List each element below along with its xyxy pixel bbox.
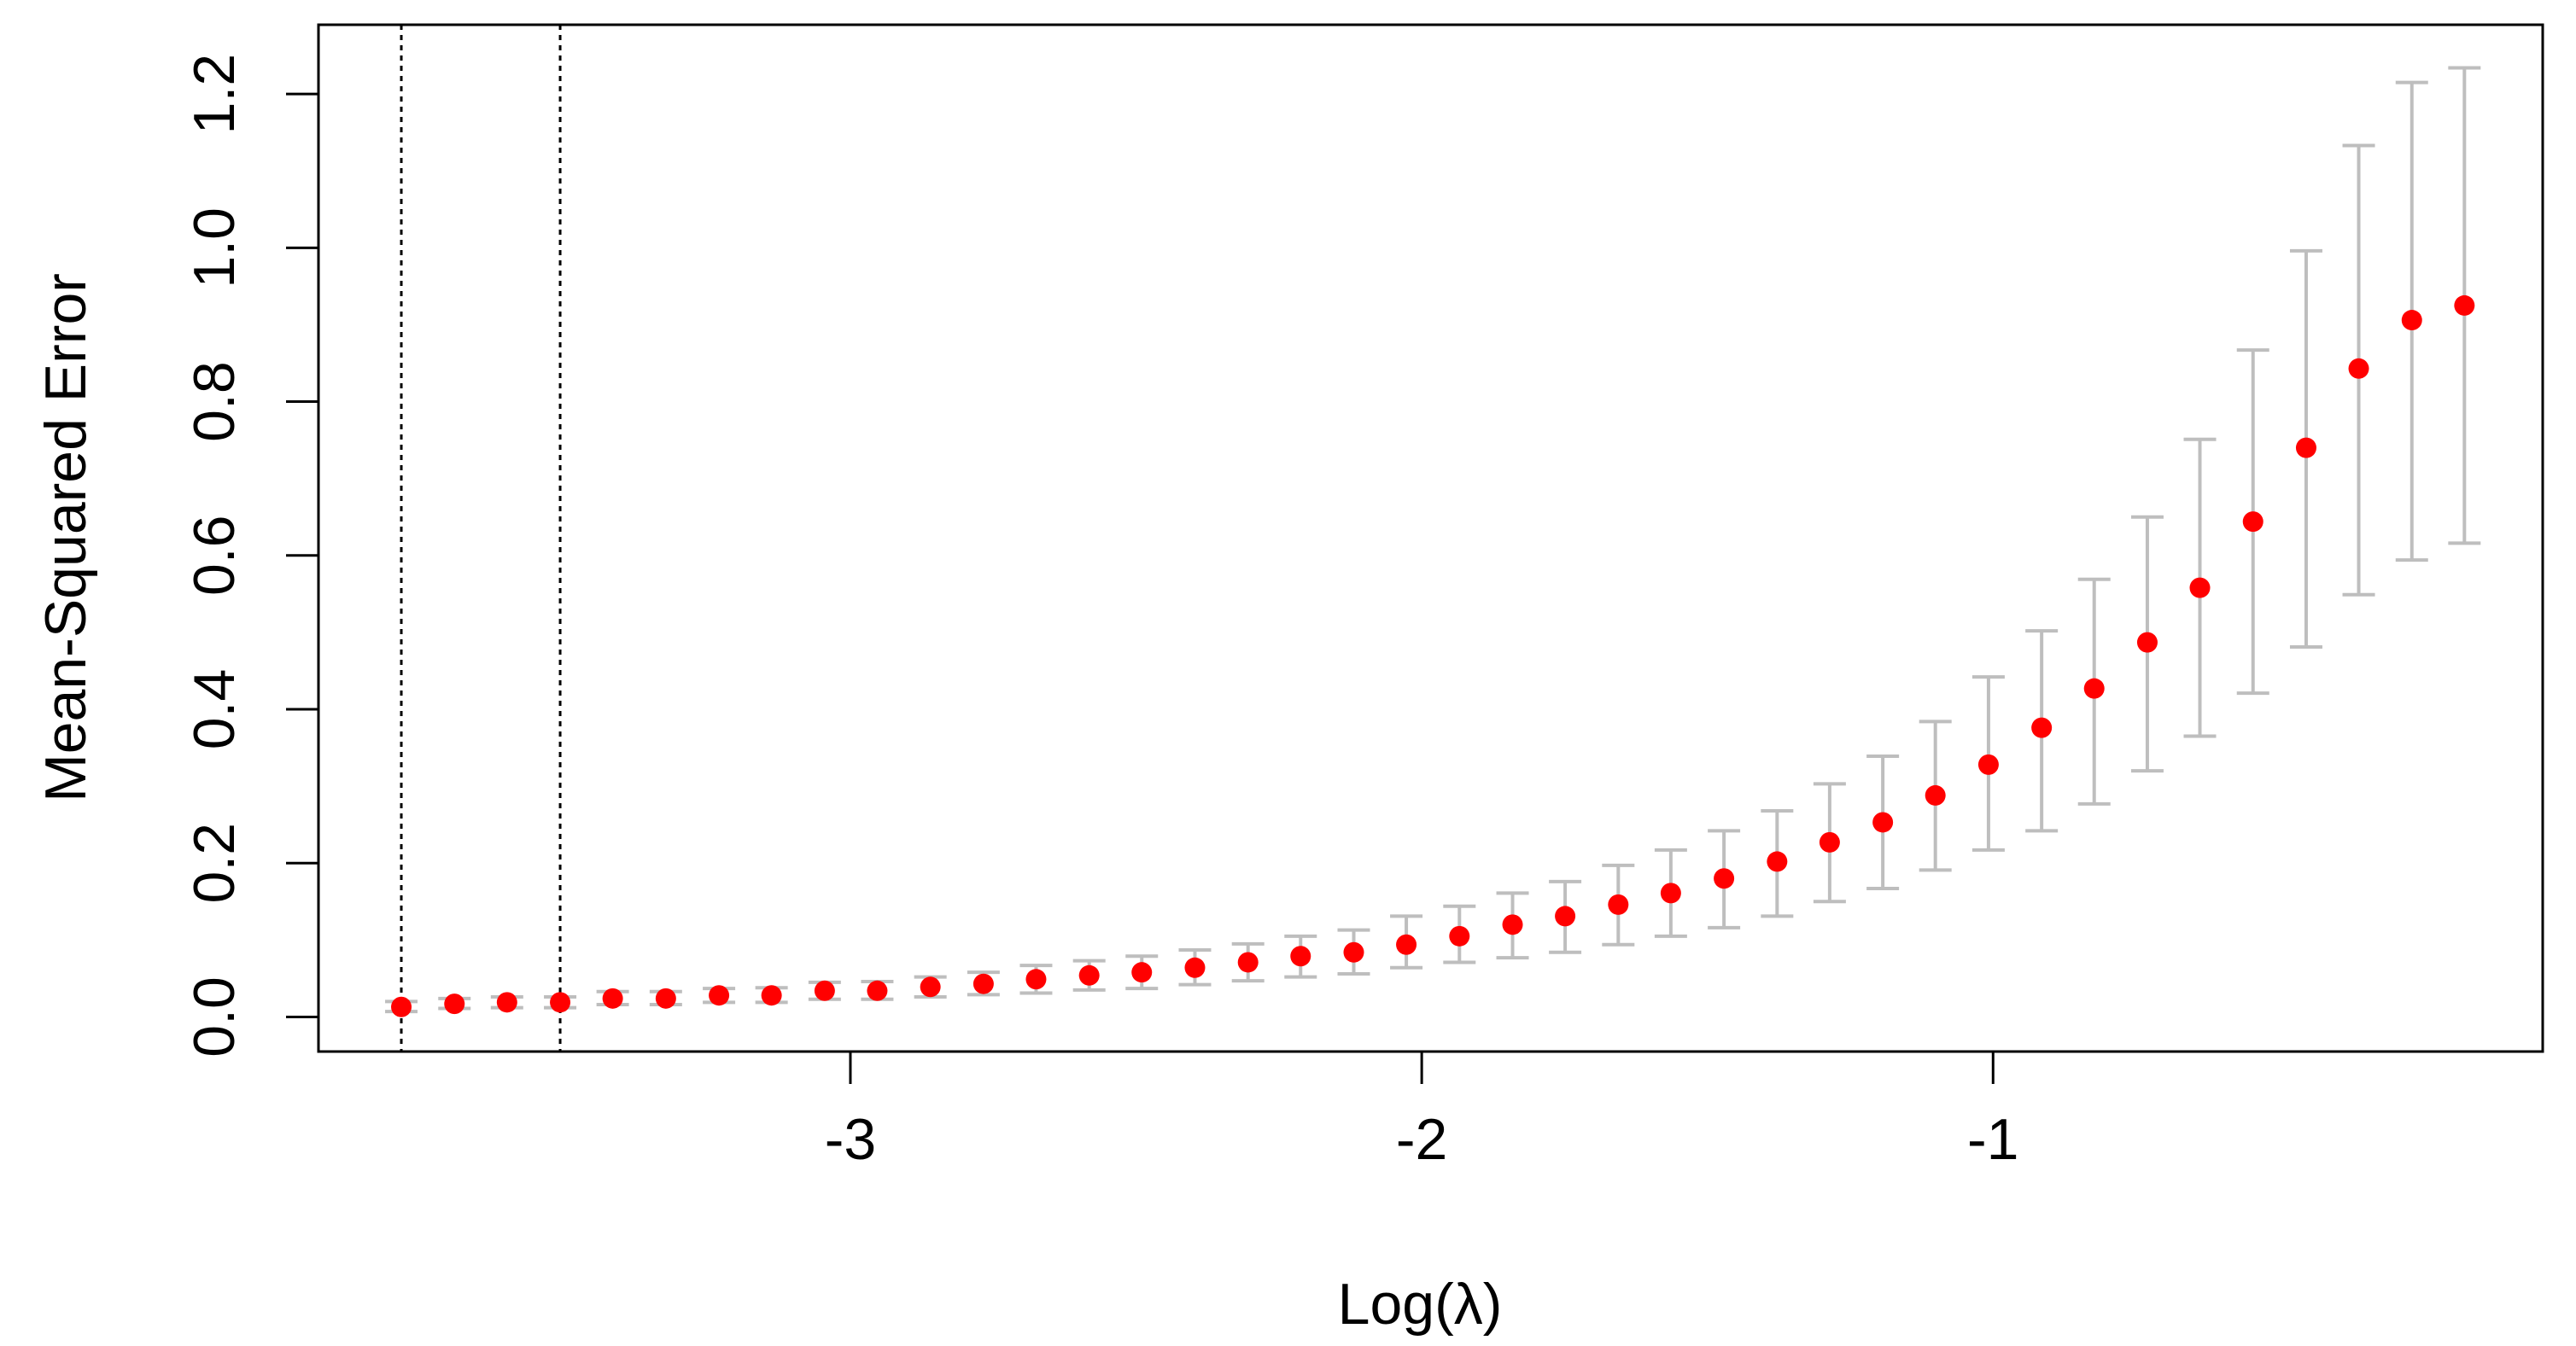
point [1343,941,1364,963]
point [1767,851,1788,872]
point [1819,831,1840,853]
y-tick-label: 1.0 [182,207,247,288]
point [814,980,835,1001]
y-tick-label: 0.4 [182,669,247,750]
point [1925,784,1946,806]
plot-frame [317,23,2544,1053]
x-tick-label: -3 [825,1107,876,1172]
point [2031,717,2053,738]
point [391,996,412,1017]
point [709,985,730,1006]
point [496,992,517,1013]
point [2401,310,2422,331]
y-tick-label: 0.8 [182,361,247,442]
point [1714,868,1735,889]
point [655,988,676,1009]
y-tick-label: 1.2 [182,54,247,135]
y-tick-label: 0.6 [182,516,247,597]
point [761,985,782,1006]
point [1078,964,1100,986]
point [2454,294,2475,316]
point [2348,358,2369,379]
point [973,973,994,994]
point [1449,925,1470,947]
point [1502,914,1523,935]
point [2136,632,2158,653]
point [2242,511,2263,533]
point [2189,577,2211,598]
y-tick-label: 0.2 [182,823,247,904]
point [550,992,571,1013]
point [1396,934,1417,955]
point [1555,906,1576,927]
point [1660,883,1681,904]
x-axis-label: Log(λ) [1338,1272,1503,1337]
point [1977,754,1999,775]
y-axis-label: Mean-Squared Error [33,273,98,802]
point [1237,952,1259,973]
point [444,993,465,1015]
point [1872,812,1894,833]
point [1184,957,1206,978]
x-tick-label: -1 [1967,1107,2018,1172]
point [920,976,941,998]
y-tick-label: 0.0 [182,976,247,1058]
point [1608,894,1629,915]
point [1131,962,1153,983]
point [867,980,888,1001]
point [1290,946,1311,967]
point [2083,678,2105,699]
point [2295,437,2316,458]
x-tick-label: -2 [1396,1107,1447,1172]
point [602,988,623,1009]
point [1025,969,1047,990]
